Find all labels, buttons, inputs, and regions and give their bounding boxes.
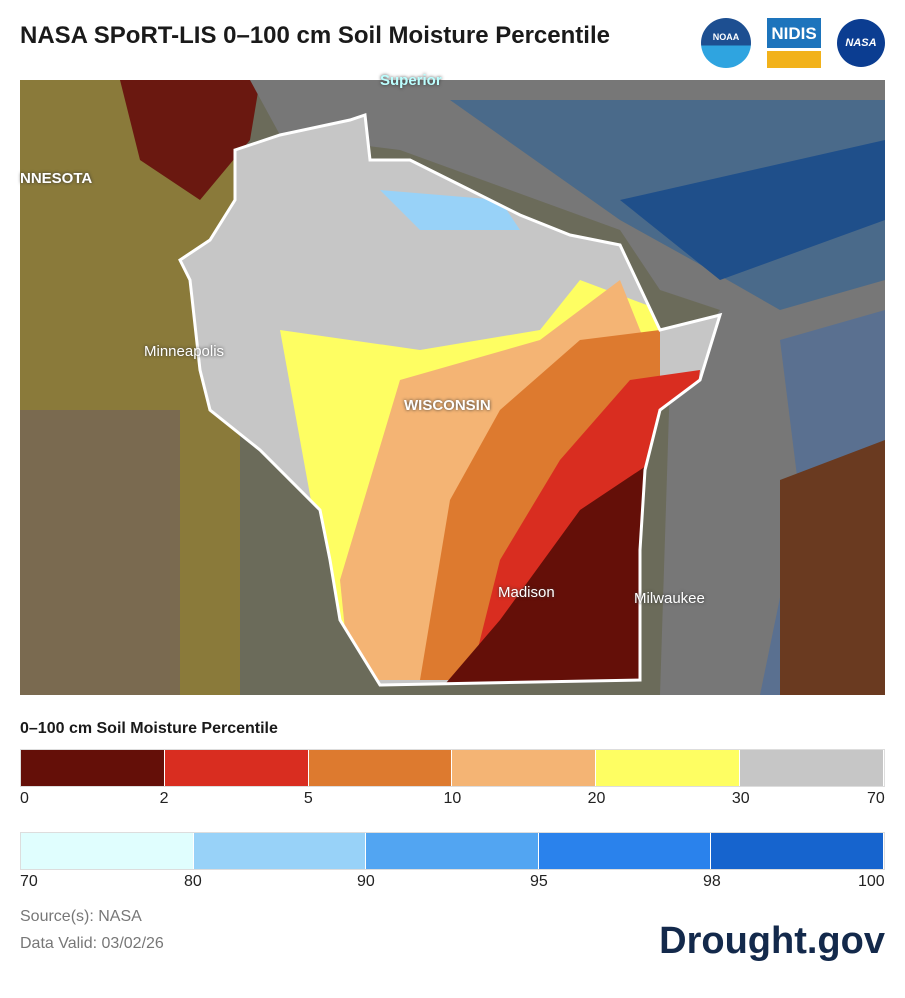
legend-swatch [21, 833, 194, 869]
source-text: Source(s): NASA [20, 908, 142, 925]
legend-wet-bar [20, 832, 885, 870]
zone-0-2 [440, 450, 670, 685]
legend-tick-label: 70 [867, 790, 885, 807]
label-superior: Superior [380, 72, 442, 89]
michigan-dry-patch [780, 440, 885, 695]
label-milwaukee: Milwaukee [634, 590, 705, 607]
legend-tick-label: 98 [703, 873, 721, 890]
legend-tick-label: 5 [303, 790, 313, 807]
soil-moisture-map[interactable]: Superior NNESOTA Minneapolis WISCONSIN M… [20, 72, 885, 695]
legend-tick-label: 80 [184, 873, 202, 890]
legend-tick-label: 0 [20, 790, 29, 807]
iowa-fill [20, 410, 180, 695]
legend-tick-label: 90 [357, 873, 375, 890]
data-valid-text: Data Valid: 03/02/26 [20, 935, 164, 952]
zone-80-90 [380, 190, 520, 230]
legend-swatch [164, 750, 309, 786]
label-madison: Madison [498, 584, 555, 601]
legend-tick-label: 70 [20, 873, 38, 890]
noaa-logo: NOAA [701, 18, 751, 68]
dry-patch [120, 80, 260, 200]
legend-dry-bar [20, 749, 885, 787]
label-minnesota: NNESOTA [20, 170, 93, 187]
legend-swatch [538, 833, 712, 869]
legend-tick-label: 95 [530, 873, 548, 890]
legend-tick-label: 2 [159, 790, 169, 807]
legend-tick-label: 10 [443, 790, 462, 807]
legend-dry-ticks: 0 2 5 10 20 30 70 [20, 790, 885, 810]
legend-swatch [596, 750, 741, 786]
legend-tick-label: 100 [858, 873, 885, 890]
legend-swatch [308, 750, 453, 786]
legend-title: 0–100 cm Soil Moisture Percentile [20, 720, 278, 737]
legend-swatch [21, 750, 165, 786]
wisconsin-border [178, 112, 723, 687]
nasa-logo: NASA [837, 19, 885, 67]
legend-tick-label: 20 [587, 790, 606, 807]
legend-swatch [452, 750, 597, 786]
legend-swatch [740, 750, 884, 786]
legend-tick-label: 30 [731, 790, 750, 807]
nidis-logo: NIDIS [767, 18, 821, 68]
map-canvas [20, 80, 885, 695]
logos: NOAA NIDIS NASA [701, 18, 885, 68]
label-minneapolis: Minneapolis [144, 343, 225, 360]
legend-swatch [711, 833, 884, 869]
legend-swatch [366, 833, 539, 869]
page-title: NASA SPoRT-LIS 0–100 cm Soil Moisture Pe… [20, 22, 610, 49]
wet-patch [620, 140, 885, 280]
drought-gov-logo[interactable]: Drought.gov [659, 920, 885, 962]
legend-swatch [193, 833, 367, 869]
label-wisconsin: WISCONSIN [404, 397, 491, 414]
legend-wet-ticks: 70 80 90 95 98 100 [20, 873, 885, 893]
